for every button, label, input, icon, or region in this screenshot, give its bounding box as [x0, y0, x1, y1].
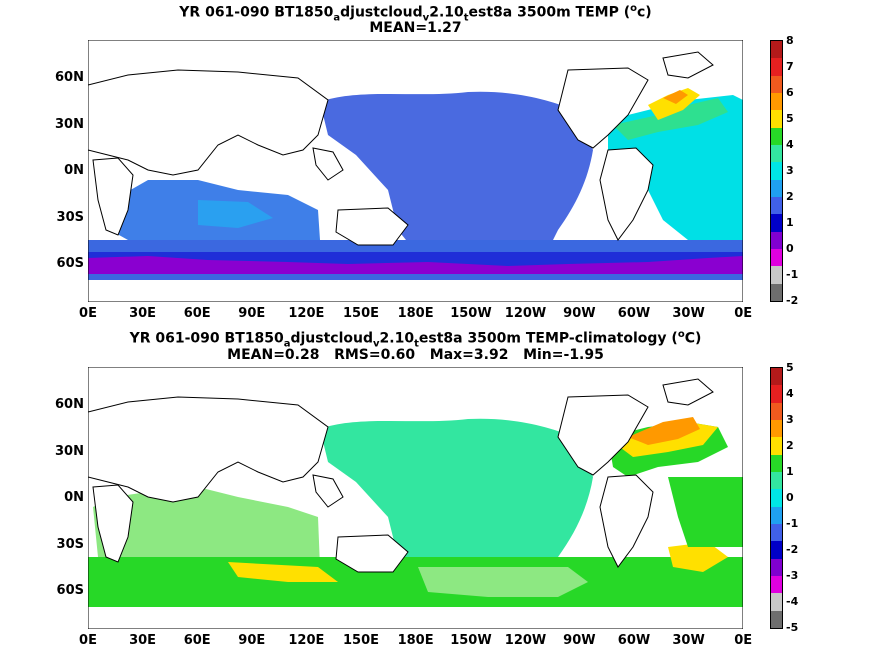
lon-label: 90W [563, 633, 596, 648]
colorbar-label: -1 [786, 268, 799, 281]
panel1-stats: MEAN=1.27 [369, 20, 462, 36]
colorbar-label: 3 [786, 164, 794, 177]
lon-label: 60W [617, 306, 651, 321]
lon-label: 90E [238, 633, 266, 648]
colorbar-label: 0 [786, 491, 794, 504]
colorbar-cell [771, 145, 782, 163]
lon-label: 180E [397, 633, 434, 648]
p2-lat-30S: 30S [56, 537, 84, 552]
colorbar-cell [771, 231, 782, 250]
colorbar-cell [771, 610, 782, 629]
lon-label: 0E [734, 633, 753, 648]
colorbar-label: 5 [786, 361, 794, 374]
lon-label: 150E [342, 306, 380, 321]
colorbar-cell [771, 420, 782, 438]
colorbar-cell [771, 197, 782, 215]
colorbar-cell [771, 179, 782, 198]
p1-lat-60S: 60S [56, 256, 84, 271]
colorbar-cell [771, 402, 782, 421]
lon-label: 30E [129, 633, 157, 648]
colorbar-cell [771, 472, 782, 490]
panel2-title: YR 061-090 BT1850adjustcloudv2.10test8a … [129, 329, 702, 350]
p2-lat-0N: 0N [64, 490, 84, 505]
lon-label: 180E [397, 306, 434, 321]
colorbar-cell [771, 162, 782, 181]
colorbar-cell [771, 127, 782, 146]
colorbar-cell [771, 283, 782, 302]
p2-lat-60N: 60N [55, 397, 84, 412]
lon-label: 60E [183, 306, 211, 321]
colorbar-cell [771, 110, 782, 129]
p1-lat-60N: 60N [55, 70, 84, 85]
panel1-map [88, 40, 743, 302]
colorbar-label: -3 [786, 569, 799, 582]
colorbar-cell [771, 93, 782, 111]
colorbar-cell [771, 576, 782, 594]
colorbar-label: 2 [786, 439, 794, 452]
colorbar-label: 4 [786, 138, 794, 151]
colorbar-label: 2 [786, 190, 794, 203]
colorbar-label: 7 [786, 60, 794, 73]
colorbar-label: 8 [786, 34, 794, 47]
colorbar-cell [771, 214, 782, 233]
lon-label: 0E [79, 633, 97, 648]
lon-label: 0E [734, 306, 753, 321]
colorbar-label: -4 [786, 595, 799, 608]
p2-lat-60S: 60S [56, 583, 84, 598]
colorbar-cell [771, 385, 782, 404]
lon-label: 90E [238, 306, 266, 321]
lon-label: 30E [129, 306, 157, 321]
p1-lat-30N: 30N [55, 117, 84, 132]
colorbar-cell [771, 58, 782, 77]
colorbar-cell [771, 541, 782, 560]
colorbar-label: -2 [786, 543, 799, 556]
colorbar-cell [771, 266, 782, 285]
lon-label: 30W [672, 306, 705, 321]
lon-label: 120W [504, 633, 547, 648]
colorbar-cell [771, 437, 782, 456]
colorbar-cell [771, 75, 782, 94]
panel1-title: YR 061-090 BT1850adjustcloudv2.10test8a … [179, 3, 652, 24]
p1-lat-30S: 30S [56, 210, 84, 225]
colorbar-label: 6 [786, 86, 794, 99]
colorbar-cell [771, 368, 782, 386]
colorbar-cell [771, 524, 782, 542]
colorbar-label: 0 [786, 242, 794, 255]
lon-label: 30W [672, 633, 705, 648]
colorbar-cell [771, 558, 782, 577]
lon-label: 120E [288, 633, 325, 648]
colorbar-label: 4 [786, 387, 794, 400]
colorbar-label: 3 [786, 413, 794, 426]
colorbar-cell [771, 249, 782, 267]
colorbar-label: -2 [786, 294, 799, 307]
colorbar-label: 1 [786, 216, 794, 229]
panel2-stats: MEAN=0.28 RMS=0.60 Max=3.92 Min=-1.95 [227, 347, 604, 363]
lon-label: 150W [450, 306, 492, 321]
panel1-colorbar [770, 40, 783, 302]
colorbar-cell [771, 593, 782, 612]
panel2-colorbar [770, 367, 783, 629]
panel2-map [88, 367, 743, 629]
colorbar-cell [771, 41, 782, 59]
p2-lat-30N: 30N [55, 444, 84, 459]
colorbar-label: -1 [786, 517, 799, 530]
p1-lat-0N: 0N [64, 163, 84, 178]
lon-label: 60W [617, 633, 651, 648]
colorbar-label: -5 [786, 621, 799, 634]
lon-label: 60E [183, 633, 211, 648]
lon-label: 90W [563, 306, 596, 321]
lon-label: 120W [504, 306, 547, 321]
lon-label: 0E [79, 306, 97, 321]
colorbar-label: 1 [786, 465, 794, 478]
colorbar-cell [771, 489, 782, 508]
colorbar-label: 5 [786, 112, 794, 125]
colorbar-cell [771, 506, 782, 525]
colorbar-cell [771, 454, 782, 473]
lon-label: 120E [288, 306, 325, 321]
lon-label: 150E [342, 633, 380, 648]
lon-label: 150W [450, 633, 492, 648]
